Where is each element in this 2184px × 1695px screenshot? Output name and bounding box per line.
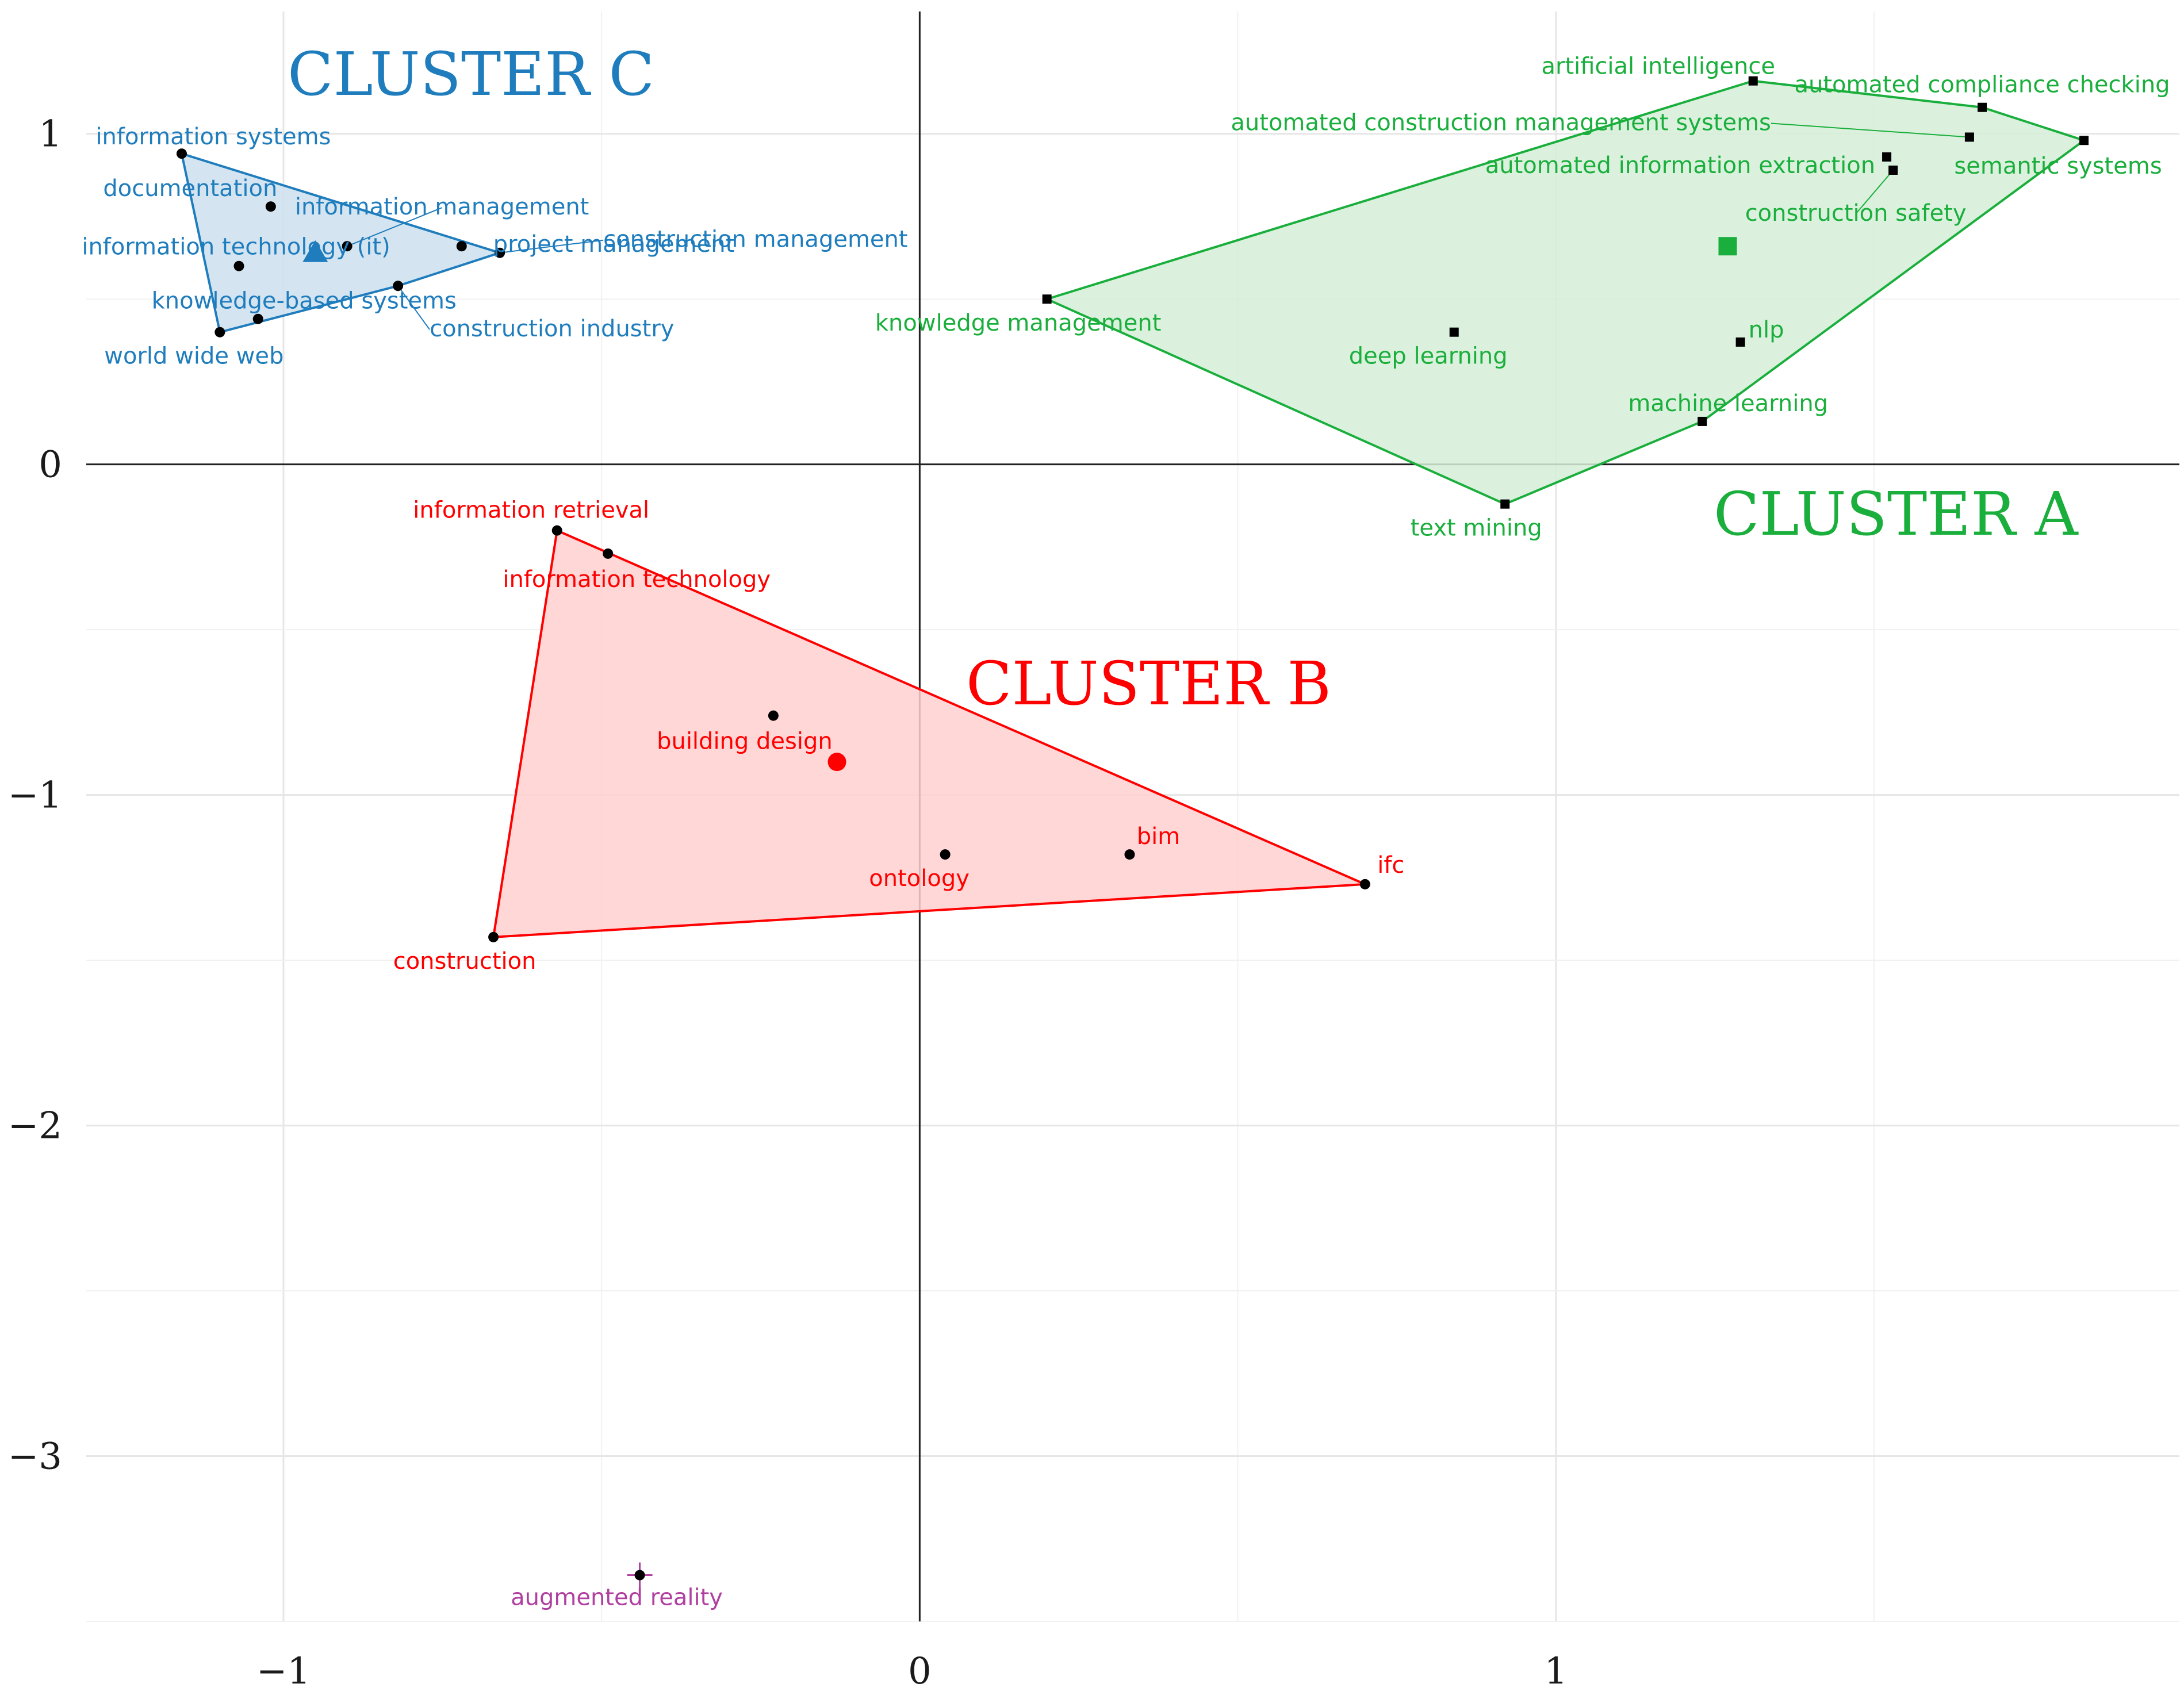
data-point: [634, 1570, 645, 1581]
cluster-hull: [1043, 79, 2087, 505]
data-point: [1978, 102, 1987, 112]
point-label: machine learning: [1628, 390, 1828, 417]
data-point: [1735, 337, 1745, 347]
data-point: [1500, 499, 1510, 509]
x-tick-label: 1: [1544, 1650, 1568, 1693]
data-point: [1888, 165, 1898, 175]
cluster-centroids: [302, 237, 1737, 772]
point-label: construction: [393, 948, 537, 975]
point-label: augmented reality: [511, 1585, 723, 1611]
data-points: [176, 76, 2089, 1588]
y-tick-label: −2: [8, 1105, 62, 1148]
data-point: [393, 281, 404, 292]
data-point: [1748, 76, 1758, 86]
centroid-circle: [827, 753, 846, 772]
label-leader: [1855, 170, 1894, 214]
data-point: [1698, 416, 1707, 426]
cluster-title: CLUSTER B: [966, 649, 1331, 719]
y-tick-label: 0: [39, 444, 62, 486]
data-point: [768, 710, 779, 721]
x-tick-label: 0: [908, 1650, 932, 1693]
point-label: knowledge management: [875, 310, 1161, 336]
data-point: [1449, 327, 1459, 337]
data-point: [214, 327, 225, 338]
data-point: [488, 931, 499, 942]
data-point: [603, 548, 614, 559]
point-label: construction management: [603, 227, 907, 253]
centroid-triangle: [302, 240, 328, 262]
data-point: [495, 247, 505, 258]
point-label: world wide web: [104, 343, 283, 370]
point-labels: artificial intelligence automated complia…: [82, 53, 2170, 1611]
point-label: information technology (it): [82, 234, 390, 260]
label-leader-lines: [347, 122, 1970, 330]
cluster-title: CLUSTER C: [288, 39, 654, 109]
point-label: construction safety: [1745, 200, 1967, 227]
point-label: information retrieval: [413, 497, 649, 524]
data-point: [1882, 152, 1892, 162]
point-label: ontology: [869, 865, 970, 892]
cluster-hulls: [180, 79, 2087, 939]
point-label: project management: [493, 231, 734, 258]
data-point: [551, 525, 562, 536]
data-point: [1359, 879, 1370, 889]
centroid-square: [1718, 237, 1737, 256]
point-label: building design: [657, 728, 833, 755]
data-point: [1042, 294, 1052, 304]
cluster-titles: CLUSTER A CLUSTER B CLUSTER C: [288, 39, 2079, 719]
y-tick-label: −3: [8, 1436, 62, 1478]
point-label: text mining: [1411, 515, 1542, 542]
x-tick-label: −1: [256, 1650, 311, 1693]
label-leader: [1771, 122, 1970, 138]
data-point: [176, 148, 187, 159]
label-leader: [397, 285, 430, 330]
data-point: [456, 241, 467, 252]
point-label: knowledge-based systems: [152, 288, 457, 315]
data-point: [252, 313, 263, 324]
point-label: construction industry: [430, 316, 674, 342]
data-point: [1124, 849, 1135, 860]
point-label: deep learning: [1349, 343, 1508, 370]
point-label: bim: [1137, 823, 1180, 850]
label-leader: [347, 207, 442, 247]
point-label: documentation: [103, 175, 277, 202]
data-point: [342, 241, 352, 252]
tick-labels: −1 0 1 −3 −2 −1 0 1: [8, 113, 1568, 1693]
data-point: [2079, 136, 2089, 145]
point-label: information management: [295, 194, 589, 220]
point-label: information systems: [95, 124, 331, 150]
point-label: automated information extraction: [1485, 152, 1875, 179]
point-label: nlp: [1749, 317, 1784, 343]
y-tick-label: −1: [8, 774, 62, 817]
y-tick-label: 1: [39, 113, 62, 156]
point-label: semantic systems: [1954, 153, 2162, 179]
point-label: automated construction management system…: [1231, 109, 1771, 136]
cluster-title: CLUSTER A: [1714, 479, 2079, 549]
data-point: [233, 260, 244, 271]
label-leader: [500, 239, 604, 254]
data-point: [1964, 132, 1974, 142]
data-point: [265, 201, 276, 212]
point-label: artificial intelligence: [1541, 53, 1775, 80]
point-label: information technology: [503, 566, 771, 593]
data-point: [940, 849, 951, 860]
cluster-hull: [492, 528, 1366, 939]
point-label: automated compliance checking: [1794, 72, 2170, 98]
point-label: ifc: [1377, 852, 1404, 879]
